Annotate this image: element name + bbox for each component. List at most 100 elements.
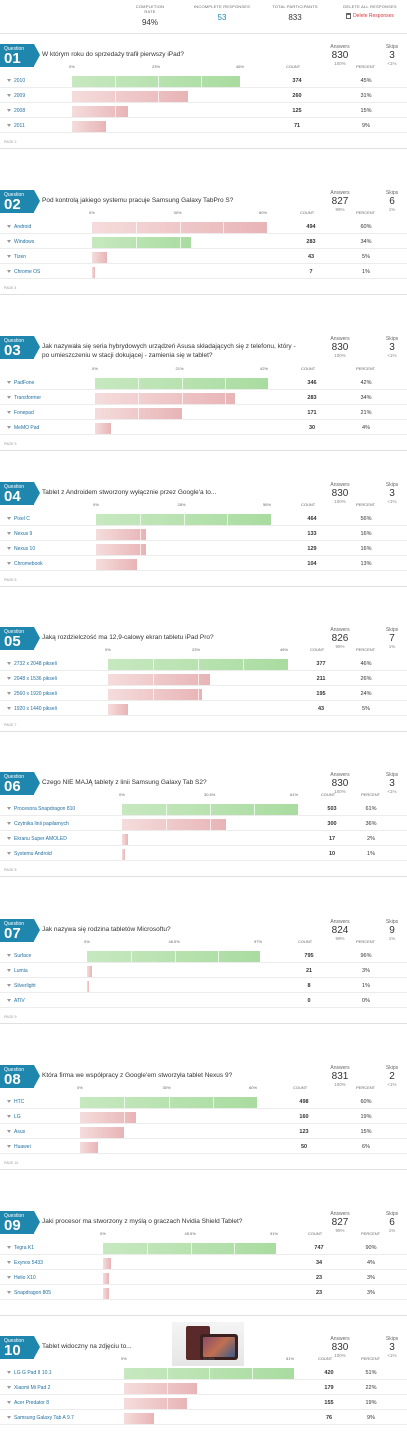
filter-icon[interactable] xyxy=(7,426,11,430)
filter-icon[interactable] xyxy=(7,1386,11,1390)
answer-option[interactable]: 1920 x 1440 pikseli xyxy=(7,706,57,712)
answer-option[interactable]: Fonepad xyxy=(7,410,34,416)
filter-icon[interactable] xyxy=(7,969,11,973)
answer-row: Asus 123 15% xyxy=(0,1125,407,1139)
filter-icon[interactable] xyxy=(7,1115,11,1119)
filter-icon[interactable] xyxy=(7,532,11,536)
filter-icon[interactable] xyxy=(7,94,11,98)
answer-option[interactable]: Czytnika linii papilarnych xyxy=(7,821,69,827)
incomplete-value[interactable]: 53 xyxy=(217,13,227,22)
answer-option[interactable]: Tizen xyxy=(7,254,26,260)
answer-option[interactable]: PadFone xyxy=(7,380,34,386)
answer-option[interactable]: Nexus 10 xyxy=(7,546,35,552)
filter-icon[interactable] xyxy=(7,984,11,988)
answer-label: Exynos 5433 xyxy=(14,1260,43,1266)
answer-option[interactable]: LG G Pad II 10.1 xyxy=(7,1370,52,1376)
question-word: Question xyxy=(4,629,25,635)
answer-option[interactable]: Huawei xyxy=(7,1144,31,1150)
filter-icon[interactable] xyxy=(7,255,11,259)
filter-icon[interactable] xyxy=(7,707,11,711)
filter-icon[interactable] xyxy=(7,396,11,400)
filter-icon[interactable] xyxy=(7,1145,11,1149)
filter-icon[interactable] xyxy=(7,852,11,856)
answer-row: Lumia 21 3% xyxy=(0,964,407,978)
answer-option[interactable]: Surface xyxy=(7,953,31,959)
filter-icon[interactable] xyxy=(7,79,11,83)
answer-option[interactable]: Snapdragon 805 xyxy=(7,1290,51,1296)
answer-option[interactable]: MeMO Pad xyxy=(7,425,39,431)
answer-option[interactable]: Exynos 5433 xyxy=(7,1260,43,1266)
filter-icon[interactable] xyxy=(7,124,11,128)
answer-option[interactable]: Chromebook xyxy=(7,561,43,567)
answer-option[interactable]: 2008 xyxy=(7,108,25,114)
filter-icon[interactable] xyxy=(7,547,11,551)
filter-icon[interactable] xyxy=(7,240,11,244)
filter-icon[interactable] xyxy=(7,1401,11,1405)
answer-option[interactable]: ATIV xyxy=(7,998,25,1004)
answer-option[interactable]: Systemu Android xyxy=(7,851,52,857)
filter-icon[interactable] xyxy=(7,1276,11,1280)
filter-icon[interactable] xyxy=(7,692,11,696)
answer-option[interactable]: 2011 xyxy=(7,123,25,129)
answer-option[interactable]: Transformer xyxy=(7,395,41,401)
answer-option[interactable]: 2048 x 1536 pikseli xyxy=(7,676,57,682)
answer-option[interactable]: HTC xyxy=(7,1099,24,1105)
answer-row: Chromebook 104 13% xyxy=(0,557,407,571)
answer-option[interactable]: Nexus 9 xyxy=(7,531,32,537)
filter-icon[interactable] xyxy=(7,381,11,385)
filter-icon[interactable] xyxy=(7,1291,11,1295)
filter-icon[interactable] xyxy=(7,999,11,1003)
answer-label: Tizen xyxy=(14,254,27,260)
answer-option[interactable]: Windows xyxy=(7,239,34,245)
answer-option[interactable]: 2732 x 2048 pikseli xyxy=(7,661,57,667)
answer-bar xyxy=(95,408,182,419)
filter-icon[interactable] xyxy=(7,270,11,274)
answer-row: Tegra K1 747 90% xyxy=(0,1241,407,1255)
answer-option[interactable]: Procesora Snapdragon 810 xyxy=(7,806,75,812)
answer-option[interactable]: Acer Predator 8 xyxy=(7,1400,49,1406)
total-value: 833 xyxy=(288,13,302,22)
page-label: PAGE 5 xyxy=(4,442,17,446)
filter-icon[interactable] xyxy=(7,1416,11,1420)
answer-option[interactable]: Ekranu Super AMOLED xyxy=(7,836,67,842)
filter-icon[interactable] xyxy=(7,225,11,229)
delete-label: DELETE ALL RESPONSES xyxy=(343,4,397,9)
filter-icon[interactable] xyxy=(7,109,11,113)
answer-option[interactable]: 2560 x 1920 pikseli xyxy=(7,691,57,697)
filter-icon[interactable] xyxy=(7,1130,11,1134)
answer-option[interactable]: Android xyxy=(7,224,31,230)
answer-option[interactable]: 2009 xyxy=(7,93,25,99)
answer-option[interactable]: Xiaomi Mi Pad 2 xyxy=(7,1385,50,1391)
answer-option[interactable]: LG xyxy=(7,1114,21,1120)
answers-percent: 100% xyxy=(334,499,346,504)
filter-icon[interactable] xyxy=(7,1261,11,1265)
percent-header: PERCENT xyxy=(356,1085,376,1090)
filter-icon[interactable] xyxy=(7,662,11,666)
answer-option[interactable]: Lumia xyxy=(7,968,28,974)
filter-icon[interactable] xyxy=(7,562,11,566)
filter-icon[interactable] xyxy=(7,1371,11,1375)
filter-icon[interactable] xyxy=(7,837,11,841)
axis-tick-label: 56% xyxy=(263,502,272,507)
filter-icon[interactable] xyxy=(7,1246,11,1250)
filter-icon[interactable] xyxy=(7,822,11,826)
filter-icon[interactable] xyxy=(7,954,11,958)
answer-option[interactable]: Helio X10 xyxy=(7,1275,36,1281)
answer-option[interactable]: Tegra K1 xyxy=(7,1245,34,1251)
filter-icon[interactable] xyxy=(7,807,11,811)
filter-icon[interactable] xyxy=(7,677,11,681)
answer-option[interactable]: Silverlight xyxy=(7,983,36,989)
answer-bar xyxy=(122,849,125,860)
answer-option[interactable]: Asus xyxy=(7,1129,25,1135)
answer-percent: 6% xyxy=(362,1144,370,1150)
filter-icon[interactable] xyxy=(7,517,11,521)
answer-option[interactable]: 2010 xyxy=(7,78,25,84)
filter-icon[interactable] xyxy=(7,1100,11,1104)
answer-option[interactable]: Pixel C xyxy=(7,516,30,522)
answer-row: Exynos 5433 34 4% xyxy=(0,1256,407,1270)
delete-responses-button[interactable]: Delete Responses xyxy=(340,13,400,19)
answer-option[interactable]: Samsung Galaxy Tab A 9.7 xyxy=(7,1415,74,1421)
answer-option[interactable]: Chrome OS xyxy=(7,269,40,275)
answer-row: Snapdragon 805 23 3% xyxy=(0,1286,407,1300)
filter-icon[interactable] xyxy=(7,411,11,415)
